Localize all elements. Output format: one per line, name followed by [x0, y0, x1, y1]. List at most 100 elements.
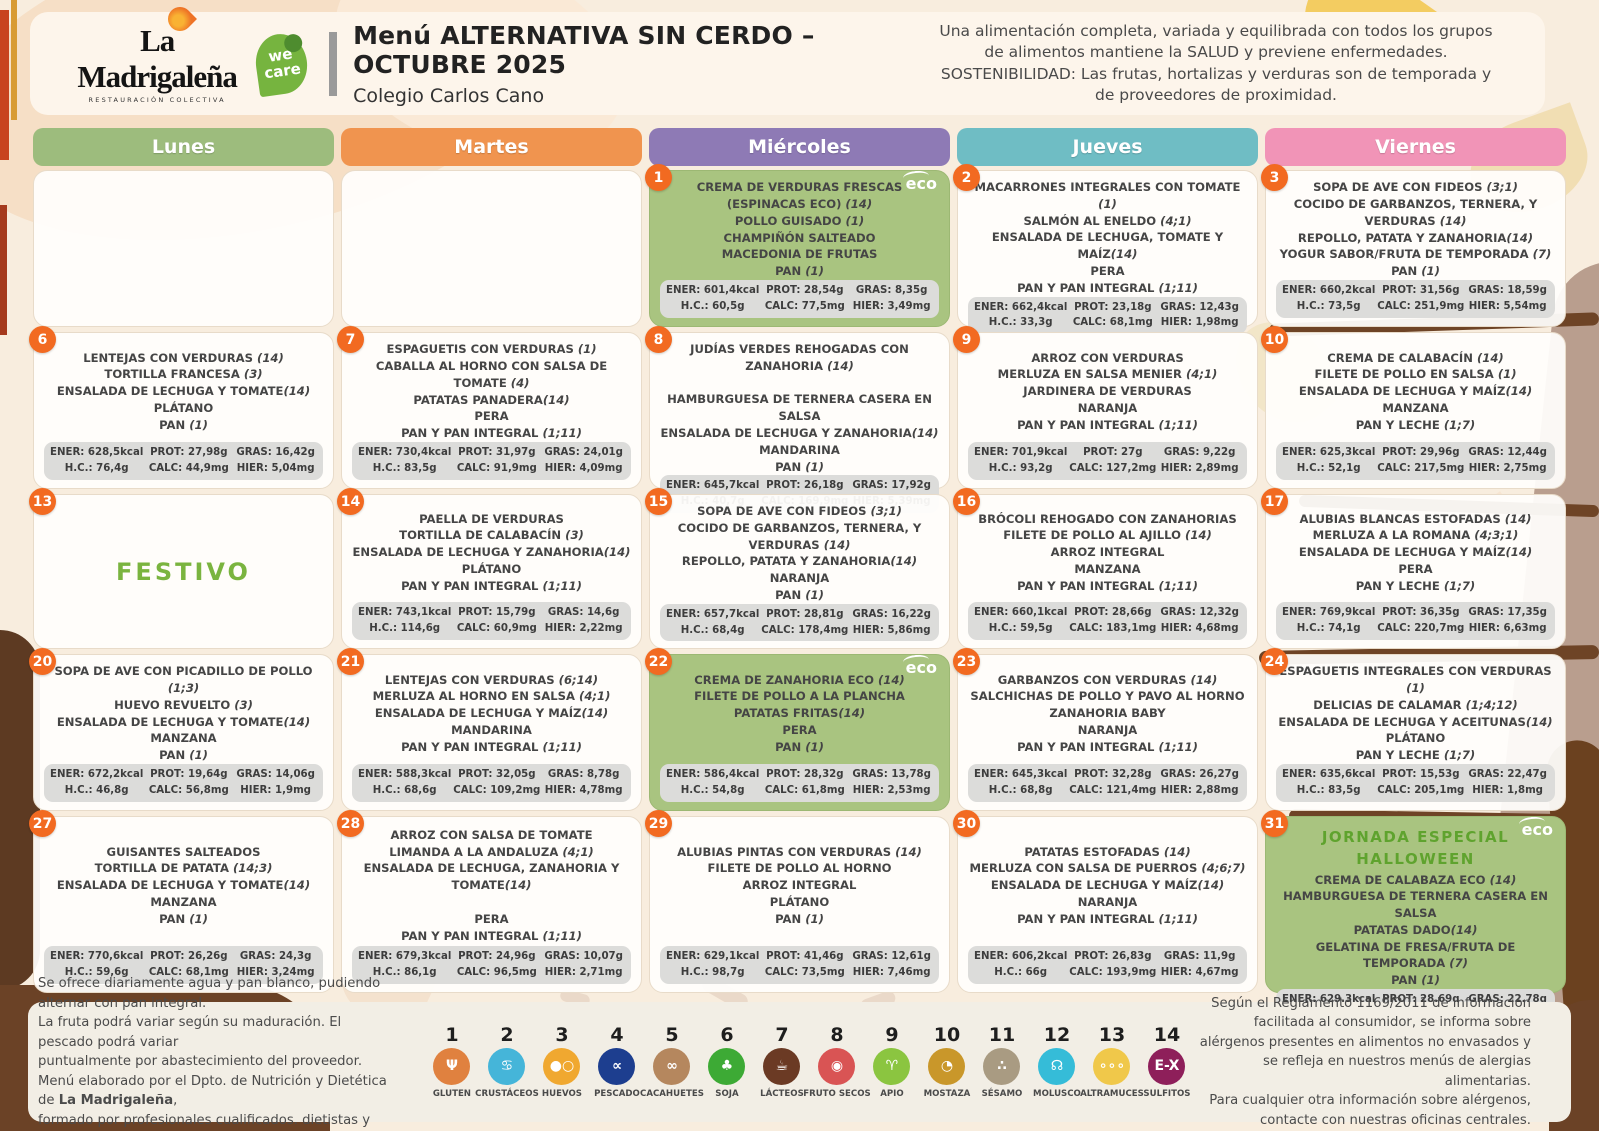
- allergen-label: ALTRAMUCES: [1080, 1088, 1144, 1099]
- nutrition-item: GRAS: 16,42g: [236, 447, 315, 459]
- footer: Se ofrece diariamente agua y pan blanco,…: [28, 976, 1571, 1128]
- menu-cell-day-15: 15 SOPA DE AVE CON FIDEOS (3;1) COCIDO DE …: [645, 488, 950, 649]
- menu-line: CHAMPIÑÓN SALTEADO: [723, 230, 876, 245]
- menu-line: ARROZ CON VERDURAS: [1031, 350, 1184, 365]
- menu-line: PERA: [474, 409, 509, 424]
- menu-cell-day-23: 23 GARBANZOS CON VERDURAS (14) SALCHICHAS …: [953, 648, 1258, 811]
- day-header-viernes: Viernes: [1265, 128, 1566, 166]
- nutrition-item: GRAS: 17,35g: [1468, 607, 1547, 619]
- nutrition-item: PROT: 27g: [1083, 447, 1143, 459]
- menu-line: ARROZ CON SALSA DE TOMATE: [390, 827, 593, 842]
- nutrition-item: CALC: 220,7mg: [1377, 623, 1465, 635]
- menu-cell-day-31: 31 eco JORNADA ESPECIAL HALLOWEEN CREMA DE …: [1261, 810, 1566, 1027]
- nutrition-item: PROT: 23,18g: [1074, 301, 1152, 313]
- nutrition-item: HIER: 4,09mg: [544, 463, 623, 475]
- nutrition-item: GRAS: 12,61g: [852, 951, 931, 963]
- sulfitos-icon: E-X: [1148, 1047, 1186, 1085]
- footer-note-line: La fruta podrá variar según su maduració…: [38, 1015, 342, 1050]
- nutrition-item: CALC: 61,8mg: [764, 785, 845, 797]
- menu-line: PAN (1): [775, 587, 824, 602]
- nutrition-item: ENER: 730,4kcal: [358, 447, 452, 459]
- day-number-badge: 14: [337, 488, 364, 515]
- menu-lines: PAELLA DE VERDURAS TORTILLA DE CALABACÍN …: [352, 503, 631, 602]
- nutrition-item: CALC: 251,9mg: [1377, 301, 1465, 313]
- allergen-number: 2: [500, 1024, 514, 1047]
- menu-lines: PATATAS ESTOFADAS (14) MERLUZA CON SALSA …: [968, 825, 1247, 946]
- menu-line: CREMA DE CALABAZA ECO (14): [1314, 872, 1517, 887]
- allergen-label: SÉSAMO: [981, 1088, 1023, 1099]
- nutrition-item: CALC: 121,4mg: [1069, 785, 1157, 797]
- nutrition-item: GRAS: 12,44g: [1468, 447, 1547, 459]
- nutrition-item: ENER: 586,4kcal: [666, 769, 760, 781]
- nutrition-item: HIER: 5,86mg: [852, 624, 931, 636]
- nutrition-item: HIER: 4,68mg: [1160, 623, 1239, 635]
- menu-line: JARDINERA DE VERDURAS: [1023, 384, 1192, 399]
- menu-line: BRÓCOLI REHOGADO CON ZANAHORIAS: [978, 511, 1237, 526]
- menu-line: SOPA DE AVE CON FIDEOS (3;1): [697, 504, 902, 518]
- allergen-label: HUEVOS: [541, 1088, 582, 1099]
- menu-line: LIMANDA A LA ANDALUZA (4;1): [389, 844, 594, 859]
- menu-line: ARROZ INTEGRAL: [742, 878, 857, 893]
- allergen-label: APIO: [880, 1088, 904, 1099]
- menu-line: PAN Y LECHE (1;7): [1355, 748, 1476, 763]
- menu-cell-day-14: 14 PAELLA DE VERDURAS TORTILLA DE CALABACÍ…: [337, 488, 642, 649]
- nutrition-item: H.C.: 73,5g: [1296, 301, 1361, 313]
- nutrition-item: PROT: 26,83g: [1074, 951, 1152, 963]
- apio-icon: ♈: [873, 1047, 911, 1085]
- nutrition-item: PROT: 28,69g: [1382, 994, 1460, 1006]
- menu-line: CABALLA AL HORNO CON SALSA DE TOMATE (4): [375, 359, 608, 390]
- allergen-item-sulfitos: 14 E-X SULFITOS: [1143, 1025, 1190, 1099]
- nutrition-item: ENER: 629,3kcal: [1282, 994, 1376, 1006]
- menu-line: PLÁTANO: [461, 562, 522, 577]
- nutrition-item: H.C.: 66g: [994, 967, 1048, 979]
- day-number-badge: 31: [1261, 810, 1288, 837]
- nutrition-bar: ENER: 586,4kcal PROT: 28,32g GRAS: 13,78g H…: [660, 764, 939, 802]
- menu-line: SOPA DE AVE CON PICADILLO DE POLLO (1;3): [54, 664, 313, 696]
- menu-line: SOPA DE AVE CON FIDEOS (3;1): [1313, 180, 1518, 195]
- menu-line: ENSALADA DE LECHUGA Y MAÍZ(14): [1298, 384, 1533, 399]
- nutrition-item: ENER: 662,4kcal: [974, 301, 1068, 313]
- nutrition-item: GRAS: 26,27g: [1160, 769, 1239, 781]
- menu-line: MERLUZA EN SALSA MENIER (4;1): [997, 367, 1218, 382]
- nutrition-item: GRAS: 18,59g: [1468, 285, 1547, 297]
- menu-cell-day-30: 30 PATATAS ESTOFADAS (14) MERLUZA CON SALS…: [953, 810, 1258, 993]
- menu-line: ESPAGUETIS CON VERDURAS (1): [386, 342, 597, 357]
- menu-lines: CREMA DE ZANAHORIA ECO (14) FILETE DE POL…: [660, 663, 939, 764]
- menu-cell-day-8: 8 JUDÍAS VERDES REHOGADAS CON ZANAHORIA (…: [645, 326, 950, 513]
- day-number-badge: 6: [29, 326, 56, 353]
- menu-line: ENSALADA DE LECHUGA Y ZANAHORIA(14): [352, 545, 631, 560]
- menu-line: NARANJA: [1077, 895, 1138, 910]
- nutrition-bar: ENER: 672,2kcal PROT: 19,64g GRAS: 14,06g H…: [44, 764, 323, 802]
- menu-cell-day-29: 29 ALUBIAS PINTAS CON VERDURAS (14) FILETE…: [645, 810, 950, 993]
- nutrition-item: PROT: 31,97g: [458, 447, 536, 459]
- day-number-badge: 20: [29, 648, 56, 675]
- nutrition-item: GRAS: 14,6g: [547, 607, 620, 619]
- menu-lines: ARROZ CON VERDURAS MERLUZA EN SALSA MENIE…: [968, 341, 1247, 442]
- nutrition-item: GRAS: 9,22g: [1163, 447, 1236, 459]
- pescado-icon: ∝: [598, 1047, 636, 1085]
- nutrition-item: CALC: 178,4mg: [761, 624, 849, 636]
- day-number-badge: 17: [1261, 488, 1288, 515]
- nutrition-item: H.C.: 86,1g: [372, 967, 437, 979]
- lácteos-icon: ☕: [763, 1047, 801, 1085]
- allergen-item-cacahuetes: 5 ∞ CACAHUETES: [640, 1025, 704, 1099]
- nutrition-item: CALC: 68,1mg: [148, 967, 229, 979]
- fruto-secos-icon: ◉: [818, 1047, 856, 1085]
- nutrition-item: ENER: 629,1kcal: [666, 951, 760, 963]
- company-tagline: RESTAURACIÓN COLECTIVA: [88, 96, 226, 104]
- menu-line: POLLO GUISADO (1): [734, 213, 865, 228]
- allergen-number: 13: [1098, 1024, 1126, 1047]
- day-number-badge: 8: [645, 326, 672, 353]
- nutrition-item: GRAS: 8,78g: [547, 769, 620, 781]
- menu-line: YOGUR SABOR/FRUTA DE TEMPORADA (7): [1279, 247, 1552, 262]
- nutrition-item: GRAS: 12,43g: [1160, 301, 1239, 313]
- nutrition-item: PROT: 28,66g: [1074, 607, 1152, 619]
- menu-line: LENTEJAS CON VERDURAS (6;14): [384, 672, 599, 687]
- nutrition-item: H.C.: 59,5g: [988, 623, 1053, 635]
- nutrition-item: H.C.: 98,7g: [680, 967, 745, 979]
- gluten-icon: Ψ: [433, 1047, 471, 1085]
- menu-cell-day-16: 16 BRÓCOLI REHOGADO CON ZANAHORIAS FILETE …: [953, 488, 1258, 649]
- nutrition-bar: ENER: 588,3kcal PROT: 32,05g GRAS: 8,78g H.…: [352, 764, 631, 802]
- menu-cell-day-10: 10 CREMA DE CALABACÍN (14) FILETE DE POLLO…: [1261, 326, 1566, 489]
